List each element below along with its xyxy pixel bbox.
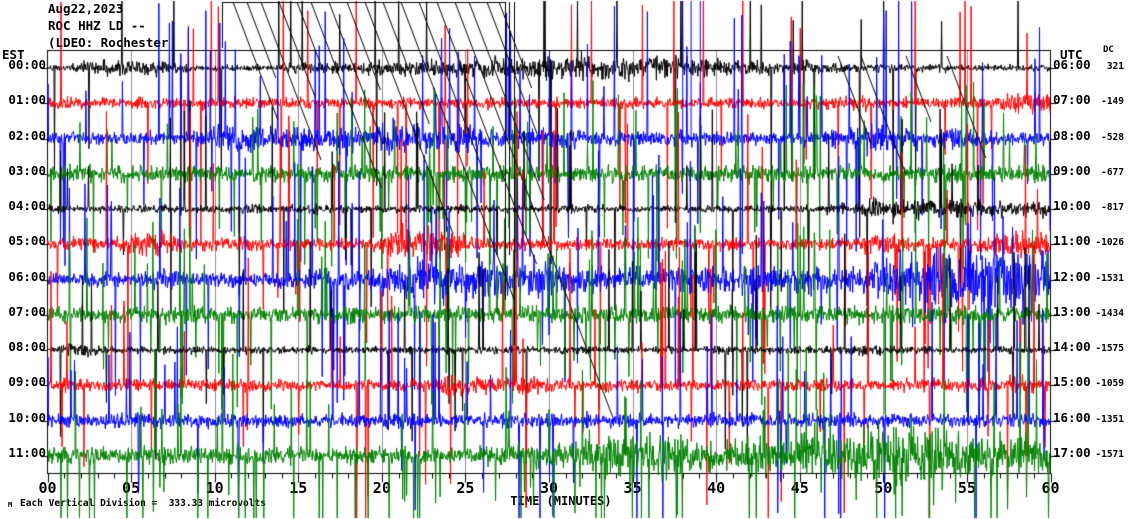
- seismogram-canvas: [0, 0, 1130, 519]
- webicorder-display: Aug22,2023 ROC HHZ LD -- (LDEO: Rocheste…: [0, 0, 1130, 519]
